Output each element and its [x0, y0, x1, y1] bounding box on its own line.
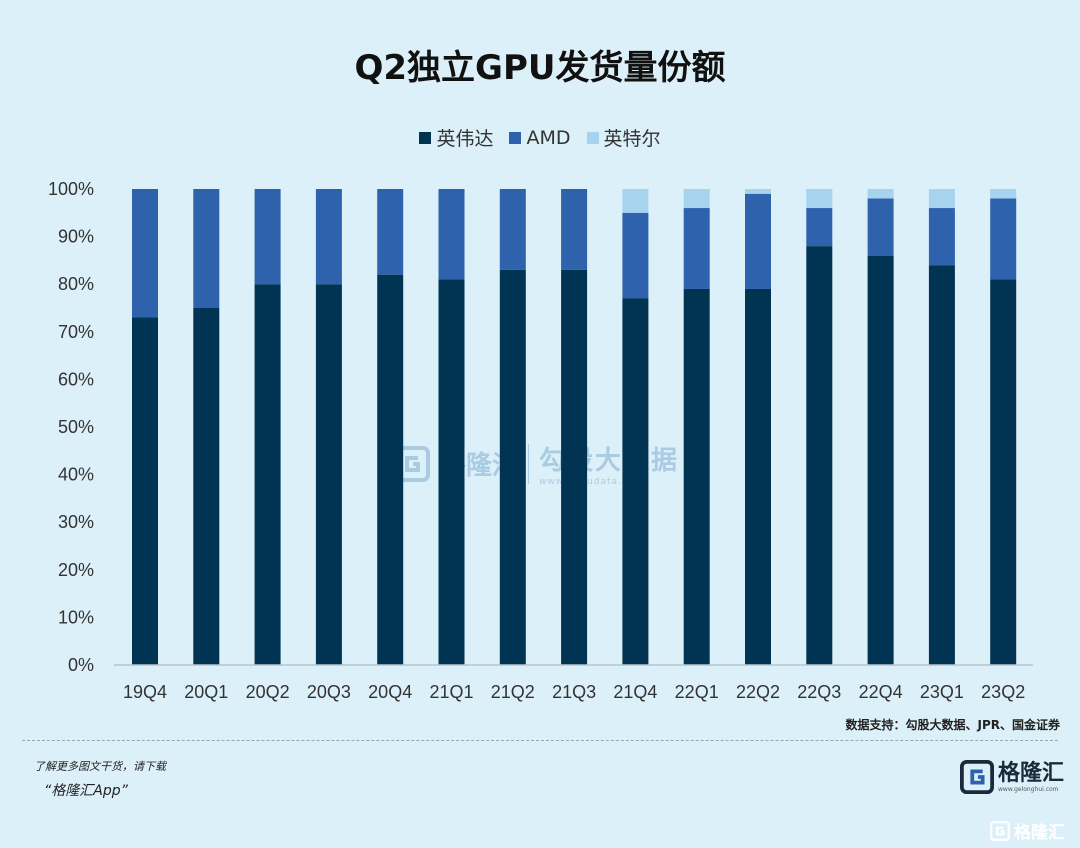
- x-tick-label: 20Q4: [368, 682, 412, 702]
- legend-label-nvidia: 英伟达: [436, 128, 494, 150]
- bars: [132, 189, 1017, 665]
- corner-logo-icon: [990, 820, 1010, 841]
- bar-segment-amd-21Q2: [499, 189, 526, 270]
- y-tick-label: 80%: [58, 274, 94, 294]
- watermark-url: www.gogudata.com: [539, 477, 645, 487]
- brand-text: 格隆汇 www.gelonghui.com: [998, 760, 1065, 793]
- bar-segment-amd-23Q1: [928, 208, 955, 266]
- bar-segment-nvidia-21Q3: [561, 269, 588, 665]
- x-tick-label: 21Q4: [613, 682, 657, 702]
- bar-segment-amd-22Q4: [867, 198, 894, 256]
- bar-segment-amd-23Q2: [990, 198, 1017, 280]
- watermark-separator: [528, 443, 530, 484]
- x-tick-label: 22Q3: [797, 682, 841, 702]
- x-tick-label: 21Q2: [491, 682, 535, 702]
- x-tick-label: 21Q1: [429, 682, 473, 702]
- bar-segment-nvidia-21Q1: [438, 279, 465, 665]
- bar-segment-amd-22Q3: [806, 208, 833, 247]
- bar-segment-intel-23Q1: [928, 189, 955, 209]
- bar-segment-intel-22Q3: [806, 189, 833, 209]
- y-tick-label: 50%: [58, 417, 94, 437]
- x-tick-label: 21Q3: [552, 682, 596, 702]
- brand-name: 格隆汇: [998, 760, 1065, 786]
- bar-segment-nvidia-20Q2: [254, 284, 281, 665]
- bar-segment-intel-21Q4: [622, 189, 649, 213]
- y-tick-label: 20%: [58, 560, 94, 580]
- y-tick-label: 30%: [58, 512, 94, 532]
- x-tick-label: 23Q2: [981, 682, 1025, 702]
- y-tick-label: 0%: [68, 655, 94, 675]
- y-tick-label: 10%: [58, 607, 94, 627]
- bar-segment-amd-21Q3: [561, 189, 588, 270]
- promo-app-name[interactable]: “格隆汇App”: [44, 783, 128, 799]
- brand-logo: 格隆汇 www.gelonghui.com: [960, 760, 1064, 794]
- x-tick-label: 22Q2: [736, 682, 780, 702]
- x-tick-label: 23Q1: [920, 682, 964, 702]
- x-tick-label: 20Q2: [246, 682, 290, 702]
- bar-segment-intel-22Q4: [867, 189, 894, 199]
- bar-segment-nvidia-20Q4: [377, 274, 404, 665]
- bar-segment-nvidia-19Q4: [132, 317, 158, 665]
- bar-segment-amd-22Q1: [683, 208, 710, 289]
- legend-swatch-intel: [586, 131, 599, 144]
- legend-item-amd: AMD: [509, 124, 571, 151]
- x-tick-label: 22Q1: [675, 682, 719, 702]
- corner-watermark: 格隆汇: [990, 818, 1065, 843]
- bar-segment-amd-21Q4: [622, 212, 649, 299]
- y-tick-label: 100%: [48, 179, 94, 199]
- x-tick-label: 19Q4: [123, 682, 167, 702]
- chart-legend: 英伟达 AMD 英特尔: [0, 124, 1080, 151]
- x-tick-label: 20Q3: [307, 682, 351, 702]
- legend-label-amd: AMD: [526, 126, 571, 149]
- y-tick-label: 70%: [58, 322, 94, 342]
- bar-segment-intel-23Q2: [990, 189, 1017, 199]
- bar-segment-nvidia-22Q1: [683, 288, 710, 665]
- x-tick-label: 22Q4: [859, 682, 903, 702]
- bar-segment-nvidia-21Q2: [499, 269, 526, 665]
- x-tick-label: 20Q1: [184, 682, 228, 702]
- legend-item-nvidia: 英伟达: [419, 124, 493, 151]
- brand-url: www.gelonghui.com: [998, 785, 1059, 793]
- bar-segment-nvidia-22Q4: [867, 255, 894, 665]
- bar-segment-amd-20Q2: [254, 189, 281, 285]
- bar-segment-amd-19Q4: [132, 189, 158, 318]
- bar-segment-nvidia-20Q3: [315, 284, 342, 665]
- bar-segment-amd-20Q1: [193, 189, 220, 308]
- promo-text: 了解更多图文干货，请下载: [34, 760, 166, 773]
- bar-segment-nvidia-23Q1: [928, 265, 955, 665]
- corner-text: 格隆汇: [1014, 823, 1065, 843]
- bar-segment-intel-22Q1: [683, 189, 710, 209]
- legend-label-intel: 英特尔: [603, 128, 661, 150]
- chart-title: Q2独立GPU发货量份额: [354, 48, 726, 88]
- legend-swatch-nvidia: [419, 131, 432, 144]
- y-tick-label: 40%: [58, 465, 94, 485]
- divider: [22, 740, 1058, 741]
- y-tick-label: 90%: [58, 227, 94, 247]
- bar-segment-amd-20Q4: [377, 189, 404, 275]
- bar-segment-nvidia-21Q4: [622, 298, 649, 665]
- bar-segment-amd-21Q1: [438, 189, 465, 280]
- legend-swatch-amd: [509, 131, 522, 144]
- bar-segment-nvidia-22Q2: [745, 288, 771, 665]
- source-note: 数据支持：勾股大数据、JPR、国金证券: [845, 718, 1060, 732]
- brand-logo-icon: [960, 760, 994, 794]
- y-tick-label: 60%: [58, 369, 94, 389]
- bar-segment-intel-22Q2: [745, 189, 771, 194]
- legend-item-intel: 英特尔: [586, 124, 661, 151]
- y-axis: 0% 10% 20% 30% 40% 50% 60% 70% 80% 90% 100%: [48, 179, 94, 675]
- bar-segment-nvidia-22Q3: [806, 246, 833, 665]
- bar-segment-nvidia-20Q1: [193, 308, 220, 665]
- bar-segment-nvidia-23Q2: [990, 279, 1017, 665]
- stacked-bar-chart: 0% 10% 20% 30% 40% 50% 60% 70% 80% 90% 100% 19Q4 20…: [48, 179, 1033, 702]
- bar-segment-amd-22Q2: [745, 193, 771, 289]
- x-axis: 19Q4 20Q1 20Q2 20Q3 20Q4 21Q1 21Q2 21Q3 21Q4 22Q1…: [123, 682, 1025, 702]
- bar-segment-amd-20Q3: [315, 189, 342, 285]
